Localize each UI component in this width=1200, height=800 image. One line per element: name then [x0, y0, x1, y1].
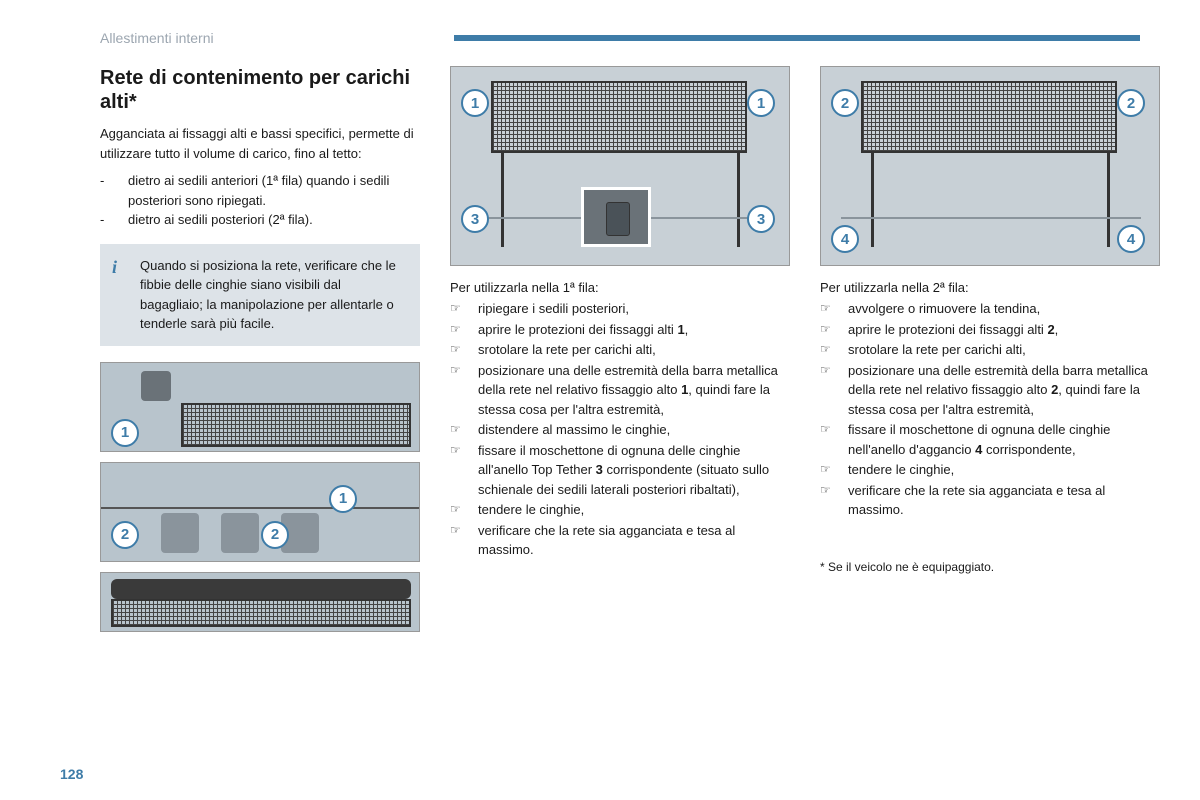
- callout-2: 2: [831, 89, 859, 117]
- step-item: fissare il moschettone di ognuna delle c…: [820, 420, 1160, 459]
- step-item: tendere le cinghie,: [450, 500, 790, 520]
- diagram-row1-net: 1 1 3 3: [450, 66, 790, 266]
- intro-bullet: dietro ai sedili posteriori (2ª fila).: [100, 210, 420, 230]
- callout-1: 1: [329, 485, 357, 513]
- page-header: Allestimenti interni: [100, 30, 1140, 46]
- net-mesh: [491, 81, 747, 153]
- step-item: distendere al massimo le cinghie,: [450, 420, 790, 440]
- callout-2: 2: [261, 521, 289, 549]
- footnote: * Se il veicolo ne è equipaggiato.: [820, 560, 1160, 574]
- diagram-interior-rows: 2 2 1: [100, 462, 420, 562]
- column-left: Rete di contenimento per carichi alti* A…: [100, 66, 420, 642]
- callout-1: 1: [747, 89, 775, 117]
- net-mesh: [861, 81, 1117, 153]
- intro-paragraph: Agganciata ai fissaggi alti e bassi spec…: [100, 124, 420, 163]
- callout-1: 1: [111, 419, 139, 447]
- column-right: 2 2 4 4 Per utilizzarla nella 2ª fila: avvo…: [820, 66, 1160, 642]
- intro-bullet-list: dietro ai sedili anteriori (1ª fila) qua…: [100, 171, 420, 230]
- info-icon: i: [112, 254, 130, 272]
- step-item: posizionare una delle estremità della ba…: [450, 361, 790, 420]
- diagram-row2-net: 2 2 4 4: [820, 66, 1160, 266]
- column-middle: 1 1 3 3 Per utilizzarla nella 1ª fila: ripi…: [450, 66, 790, 642]
- callout-3: 3: [747, 205, 775, 233]
- callout-4: 4: [1117, 225, 1145, 253]
- header-rule: [454, 35, 1140, 41]
- callout-4: 4: [831, 225, 859, 253]
- step-item: srotolare la rete per carichi alti,: [820, 340, 1160, 360]
- step-item: verificare che la rete sia agganciata e …: [450, 521, 790, 560]
- section-label: Allestimenti interni: [100, 30, 214, 46]
- info-box: i Quando si posiziona la rete, verificar…: [100, 244, 420, 346]
- content-columns: Rete di contenimento per carichi alti* A…: [100, 66, 1140, 642]
- step-item: tendere le cinghie,: [820, 460, 1160, 480]
- step-item: aprire le protezioni dei fissaggi alti 2…: [820, 320, 1160, 340]
- row1-lead: Per utilizzarla nella 1ª fila:: [450, 280, 790, 295]
- row2-steps: avvolgere o rimuovere la tendina,aprire …: [820, 299, 1160, 520]
- diagram-fixing-upper: 1: [100, 362, 420, 452]
- step-item: posizionare una delle estremità della ba…: [820, 361, 1160, 420]
- step-item: verificare che la rete sia agganciata e …: [820, 481, 1160, 520]
- intro-bullet: dietro ai sedili anteriori (1ª fila) qua…: [100, 171, 420, 210]
- info-text: Quando si posiziona la rete, verificare …: [140, 258, 396, 332]
- page-title: Rete di contenimento per carichi alti*: [100, 66, 420, 114]
- step-item: aprire le protezioni dei fissaggi alti 1…: [450, 320, 790, 340]
- step-item: ripiegare i sedili posteriori,: [450, 299, 790, 319]
- step-item: fissare il moschettone di ognuna delle c…: [450, 441, 790, 500]
- row2-lead: Per utilizzarla nella 2ª fila:: [820, 280, 1160, 295]
- step-item: srotolare la rete per carichi alti,: [450, 340, 790, 360]
- page-number: 128: [60, 766, 83, 782]
- row1-steps: ripiegare i sedili posteriori,aprire le …: [450, 299, 790, 560]
- manual-page: Allestimenti interni Rete di conteniment…: [0, 0, 1200, 662]
- diagram-net-roll: [100, 572, 420, 632]
- diagram-inset: [581, 187, 651, 247]
- step-item: avvolgere o rimuovere la tendina,: [820, 299, 1160, 319]
- callout-1: 1: [461, 89, 489, 117]
- callout-2: 2: [1117, 89, 1145, 117]
- callout-3: 3: [461, 205, 489, 233]
- callout-2: 2: [111, 521, 139, 549]
